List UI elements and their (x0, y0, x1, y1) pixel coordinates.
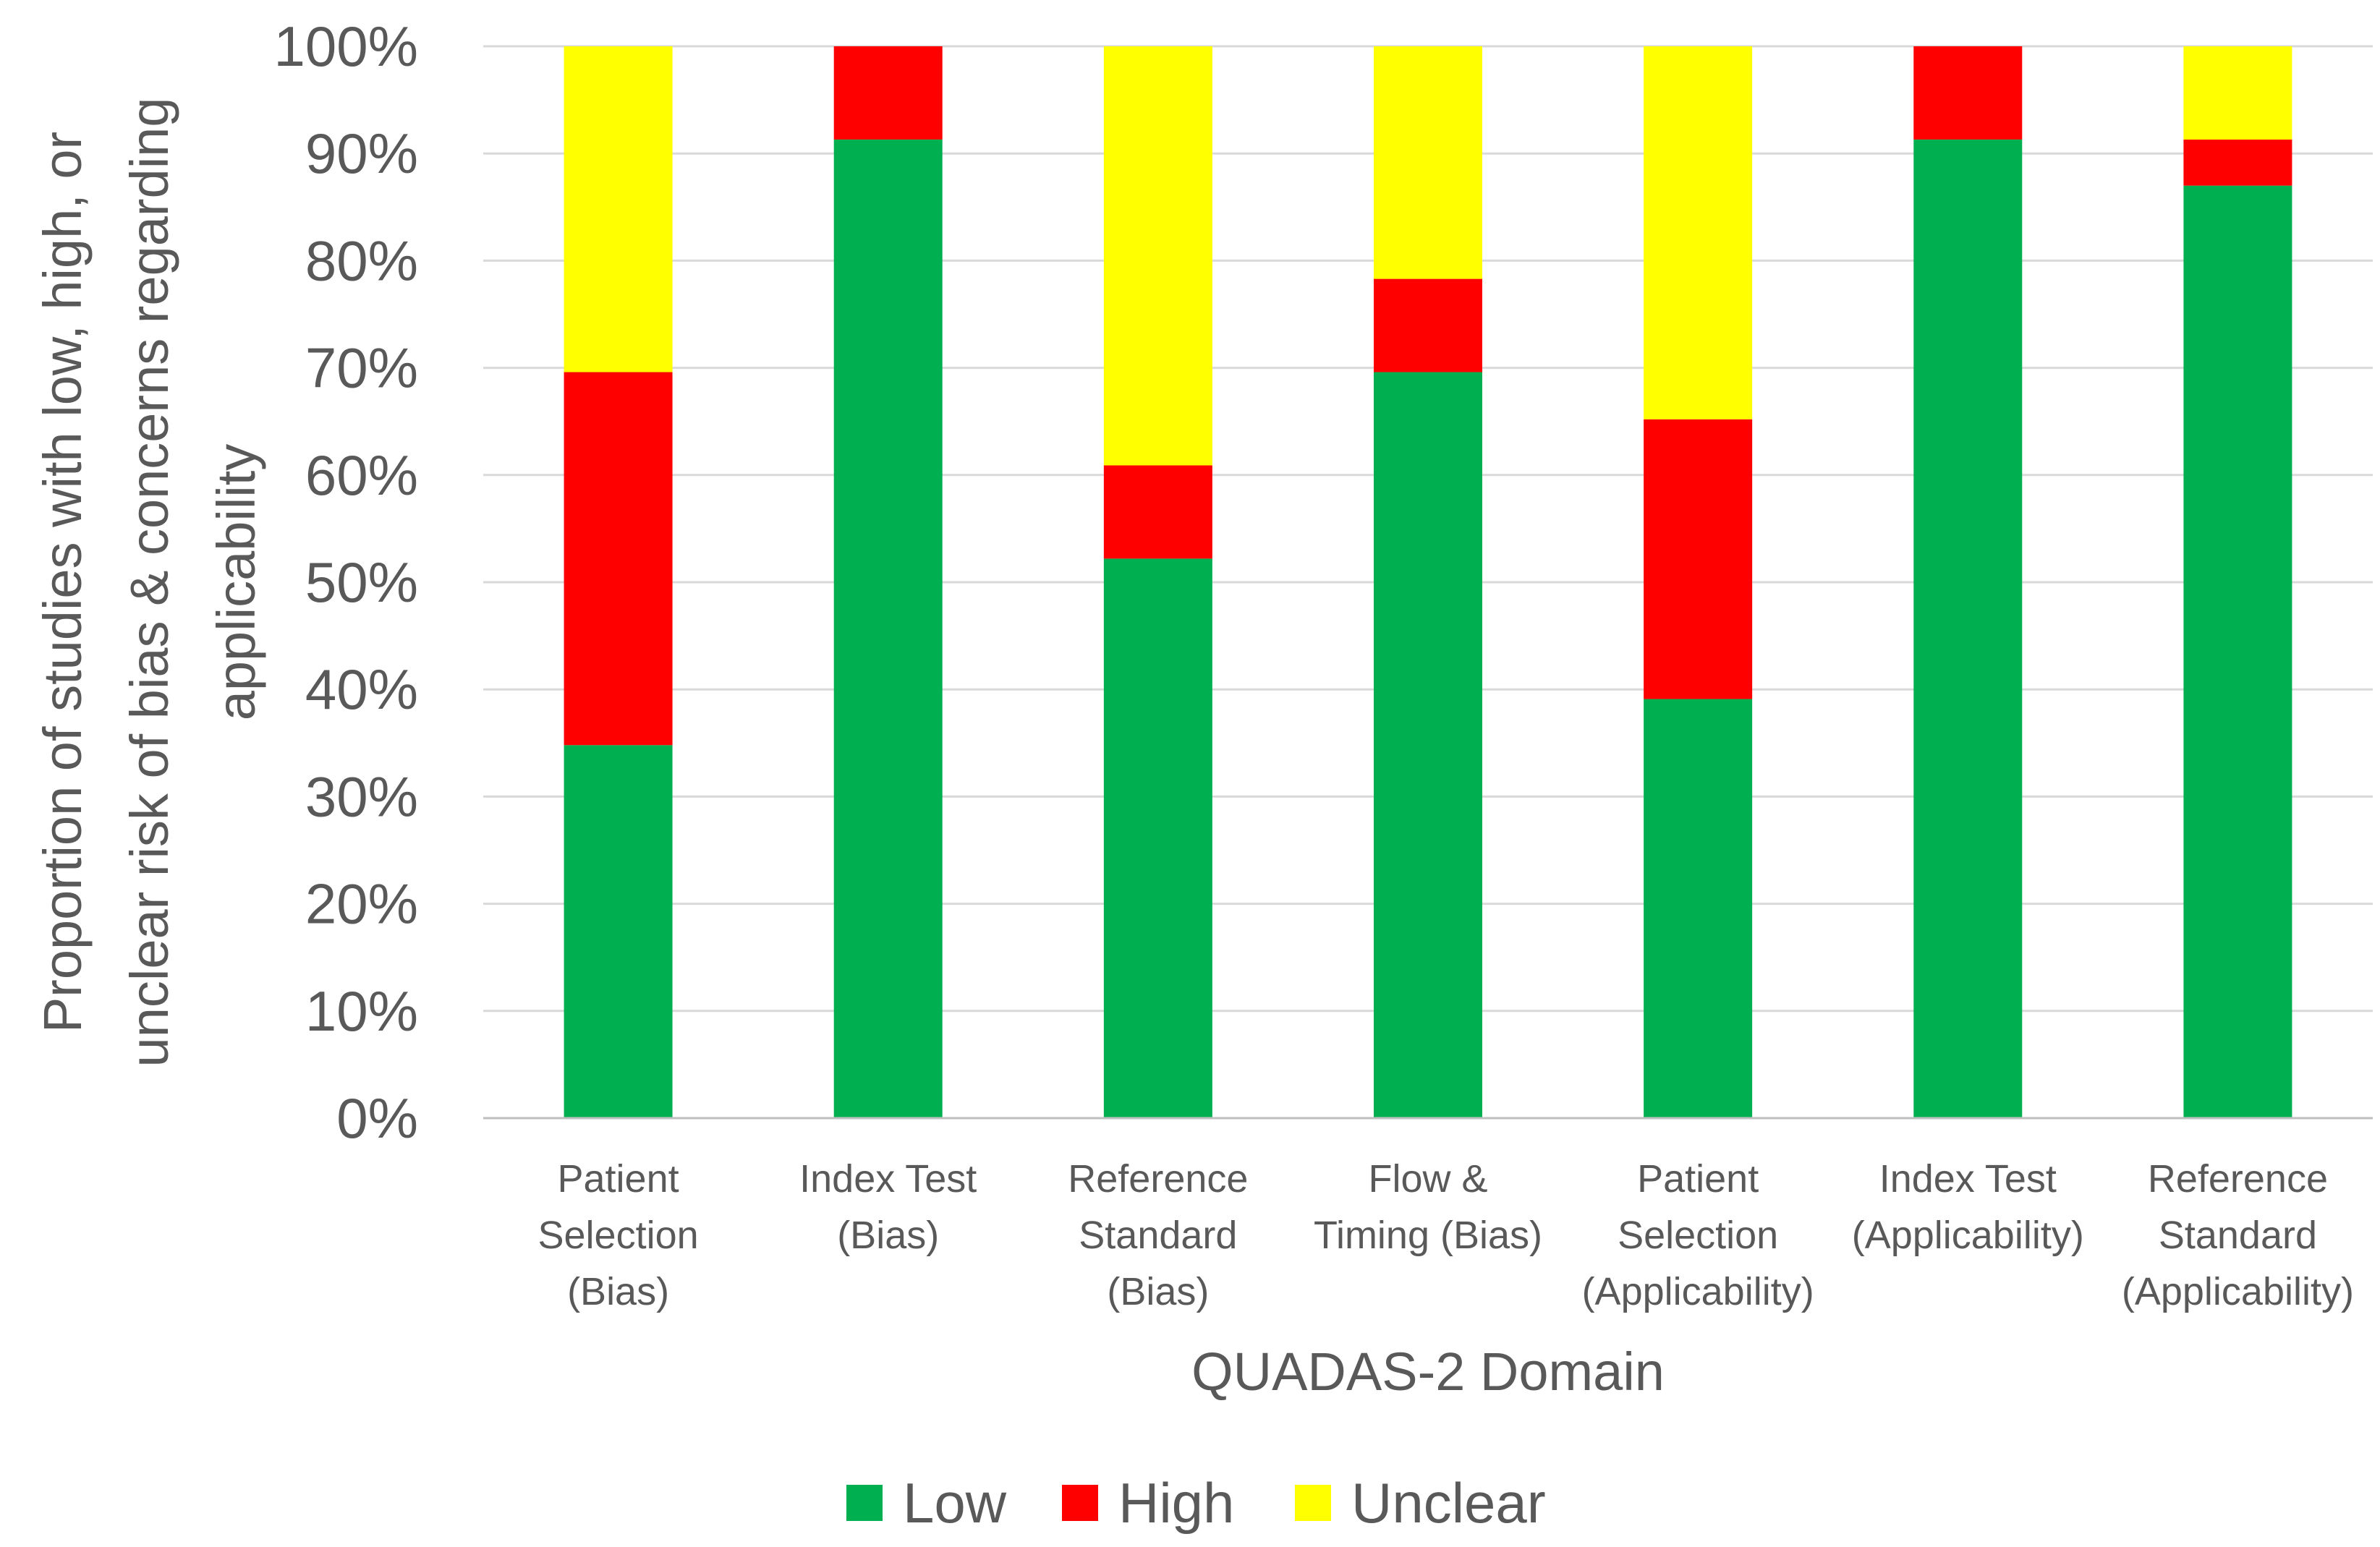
y-tick-label: 20% (305, 872, 418, 936)
x-tick-label: (Applicability) (1582, 1270, 1814, 1313)
y-axis-title-line: applicability (206, 444, 266, 721)
x-tick-label: Selection (537, 1214, 698, 1257)
y-axis-title-line: unclear risk of bias & concerns regardin… (119, 98, 179, 1067)
legend-swatch (1295, 1485, 1331, 1521)
x-axis-title: QUADAS-2 Domain (1191, 1342, 1665, 1402)
bar-segment-unclear (2183, 46, 2292, 140)
y-axis-title: Proportion of studies with low, high, or… (33, 98, 266, 1067)
x-axis: Patient Selection (Bias) Index Test (Bias) Re… (483, 1117, 2373, 1313)
y-tick-label: 10% (305, 979, 418, 1043)
bar-segment-low (1913, 139, 2023, 1119)
bar-segment-high (1644, 419, 1753, 699)
bar-segment-high (2183, 139, 2292, 186)
bar-segment-low (1644, 699, 1753, 1118)
y-tick-label: 70% (305, 336, 418, 400)
bar-segment-low (1103, 558, 1212, 1118)
y-tick-label: 0% (336, 1086, 418, 1150)
y-tick-label: 80% (305, 229, 418, 292)
bar-segment-unclear (564, 46, 673, 372)
x-tick-label: Patient (558, 1157, 679, 1201)
x-tick-label: (Bias) (567, 1270, 669, 1313)
legend-label: Unclear (1351, 1471, 1546, 1535)
bar-segment-high (1103, 465, 1212, 559)
bar-segment-low (1374, 372, 1482, 1118)
y-tick-label: 40% (305, 657, 418, 721)
legend-swatch (846, 1485, 883, 1521)
x-tick-label: Standard (2159, 1214, 2317, 1257)
legend-swatch (1062, 1485, 1098, 1521)
bar-segment-low (564, 745, 673, 1118)
bar-segment-unclear (1103, 46, 1212, 466)
bar-segment-high (564, 372, 673, 746)
x-tick-label: (Bias) (837, 1214, 939, 1257)
legend-label: High (1118, 1471, 1234, 1535)
y-tick-label: 90% (305, 122, 418, 185)
x-tick-label: (Bias) (1107, 1270, 1209, 1313)
y-tick-label: 30% (305, 764, 418, 828)
bar-segment-unclear (1644, 46, 1753, 419)
x-tick-label: (Applicability) (2122, 1270, 2354, 1313)
y-axis: 0% 10% 20% 30% 40% 50% 60% 70% 80% 90% 100% (274, 14, 419, 1150)
x-tick-label: Standard (1079, 1214, 1237, 1257)
x-tick-label: Patient (1637, 1157, 1759, 1201)
bar-segment-low (833, 139, 943, 1119)
bar-segment-high (833, 46, 943, 140)
bars (564, 46, 2292, 1119)
bar-segment-high (1913, 46, 2023, 140)
y-axis-title-line: Proportion of studies with low, high, or (33, 132, 93, 1033)
x-tick-label: Reference (2148, 1157, 2328, 1201)
x-tick-label: Timing (Bias) (1314, 1214, 1542, 1257)
bar-segment-high (1374, 278, 1482, 372)
x-tick-label: Flow & (1368, 1157, 1487, 1201)
legend-label: Low (903, 1471, 1007, 1535)
x-tick-label: Selection (1618, 1214, 1778, 1257)
legend-item-high: High (1062, 1471, 1234, 1535)
bar-segment-low (2183, 185, 2292, 1118)
legend: Low High Unclear (846, 1471, 1546, 1535)
y-tick-label: 60% (305, 443, 418, 507)
x-tick-label: (Applicability) (1852, 1214, 2084, 1257)
legend-item-unclear: Unclear (1295, 1471, 1546, 1535)
bar-segment-unclear (1374, 46, 1482, 279)
legend-item-low: Low (846, 1471, 1007, 1535)
y-tick-label: 50% (305, 550, 418, 614)
x-tick-label: Reference (1068, 1157, 1248, 1201)
x-tick-label: Index Test (799, 1157, 977, 1201)
x-tick-label: Index Test (1879, 1157, 2057, 1201)
y-tick-label: 100% (274, 14, 419, 78)
